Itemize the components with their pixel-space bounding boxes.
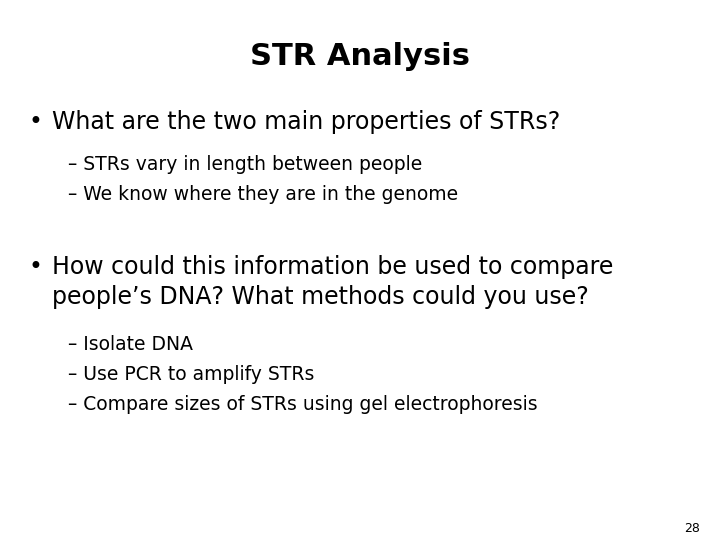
Text: – Isolate DNA: – Isolate DNA	[68, 335, 193, 354]
Text: – We know where they are in the genome: – We know where they are in the genome	[68, 185, 458, 204]
Text: – STRs vary in length between people: – STRs vary in length between people	[68, 155, 422, 174]
Text: How could this information be used to compare: How could this information be used to co…	[52, 255, 613, 279]
Text: STR Analysis: STR Analysis	[250, 42, 470, 71]
Text: 28: 28	[684, 522, 700, 535]
Text: people’s DNA? What methods could you use?: people’s DNA? What methods could you use…	[52, 285, 589, 309]
Text: – Compare sizes of STRs using gel electrophoresis: – Compare sizes of STRs using gel electr…	[68, 395, 538, 414]
Text: What are the two main properties of STRs?: What are the two main properties of STRs…	[52, 110, 560, 134]
Text: – Use PCR to amplify STRs: – Use PCR to amplify STRs	[68, 365, 315, 384]
Text: •: •	[28, 110, 42, 134]
Text: •: •	[28, 255, 42, 279]
